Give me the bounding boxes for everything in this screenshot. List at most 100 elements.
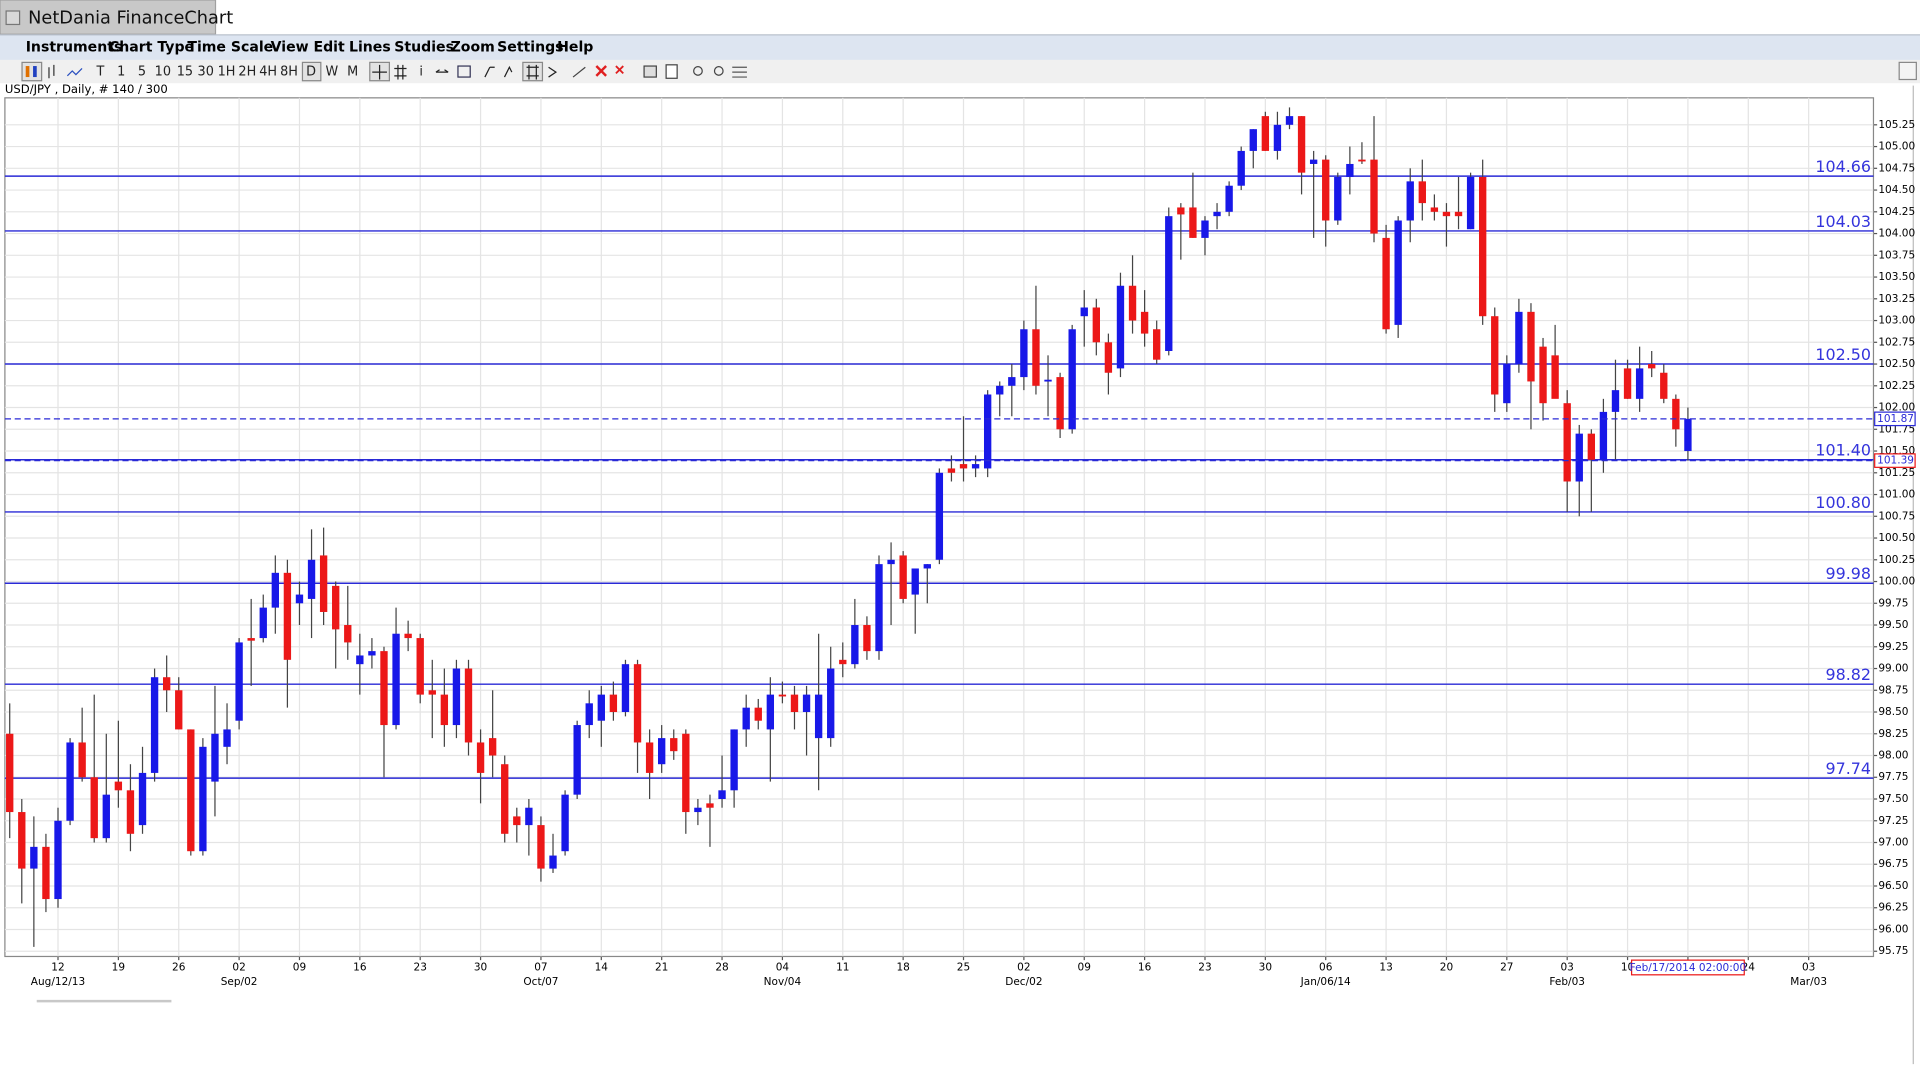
candle-body — [1539, 346, 1547, 404]
y-tick-label: 101.25 — [1878, 467, 1915, 479]
toolbar-button[interactable]: 1 — [117, 65, 125, 80]
toolbar-button[interactable]: 10 — [155, 65, 171, 80]
tool-icon[interactable] — [372, 64, 387, 80]
tool-pressed[interactable] — [21, 61, 43, 82]
menu-item[interactable]: Time Scale — [187, 40, 273, 56]
candle-body — [1660, 372, 1668, 399]
tool-icon[interactable] — [66, 68, 83, 77]
toolbar-button[interactable]: D — [306, 65, 316, 80]
x-tick-label: 09 — [1078, 961, 1091, 973]
candle-body — [1394, 220, 1402, 325]
tool-icon[interactable] — [394, 64, 407, 80]
toolbar-button[interactable]: 2H — [238, 65, 256, 80]
title-tab — [0, 0, 217, 35]
candle-body — [778, 694, 787, 697]
menu-item[interactable]: Zoom — [451, 40, 495, 56]
x-tick-label: 07 — [534, 961, 547, 973]
tool-pressed[interactable] — [301, 61, 322, 82]
y-tick-label: 104.00 — [1878, 228, 1915, 240]
candle-body — [1297, 116, 1306, 173]
candle-body — [1418, 181, 1426, 204]
menu-item[interactable]: Chart Type — [109, 40, 194, 56]
candle-body — [1177, 207, 1185, 215]
candle-body — [319, 555, 328, 612]
x-tick-label: 10 — [1621, 961, 1634, 973]
menu-item[interactable]: View — [271, 40, 309, 56]
y-tick-label: 104.75 — [1878, 162, 1915, 174]
toolbar-button[interactable]: 8H — [280, 65, 298, 80]
candle-body — [368, 651, 376, 656]
toolbar-button[interactable]: 5 — [138, 65, 146, 80]
panel-button[interactable] — [1898, 61, 1917, 81]
toolbar-button[interactable]: 30 — [198, 65, 214, 80]
y-tick-label: 96.75 — [1878, 858, 1908, 870]
candle-body — [223, 729, 231, 747]
candle-body — [863, 625, 871, 652]
toolbar-button[interactable]: W — [325, 65, 338, 80]
tool-icon[interactable] — [693, 66, 703, 76]
candle-body — [1068, 329, 1076, 430]
candle-body — [187, 729, 195, 852]
x-tick-label: 03 — [1802, 961, 1815, 973]
candle-body — [609, 694, 618, 713]
y-tick-label: 99.75 — [1878, 597, 1908, 609]
x-tick-label: 19 — [112, 961, 125, 973]
candle-body — [1309, 159, 1318, 164]
candle-body — [42, 846, 50, 900]
candle-body — [428, 690, 436, 695]
menu-item[interactable]: Edit — [313, 40, 345, 56]
x-tick-label: 16 — [1138, 961, 1152, 973]
tool-icon[interactable] — [548, 66, 558, 78]
x-tick-label: 04 — [776, 961, 790, 973]
y-tick-label: 100.25 — [1878, 554, 1915, 566]
menu-item[interactable]: Lines — [349, 40, 391, 56]
candle-body — [1128, 285, 1137, 321]
tool-icon[interactable]: i — [419, 65, 423, 80]
tool-icon[interactable] — [713, 66, 724, 76]
tool-icon[interactable] — [595, 65, 607, 77]
candle-body — [1442, 211, 1451, 217]
tool-icon[interactable] — [435, 69, 449, 73]
menu-item[interactable]: Help — [557, 40, 593, 56]
candle-body — [1008, 377, 1016, 386]
x-tick-label: 03 — [1560, 961, 1573, 973]
tool-pressed[interactable] — [522, 61, 544, 82]
candle-body — [452, 668, 461, 726]
menu-item[interactable]: Studies — [394, 40, 454, 56]
candle-body — [742, 707, 750, 730]
tool-icon[interactable] — [48, 64, 55, 79]
y-tick-label: 104.50 — [1878, 184, 1915, 196]
candle-body — [90, 777, 98, 839]
tool-icon[interactable] — [665, 64, 678, 79]
tool-icon[interactable] — [732, 66, 747, 78]
candle-body — [573, 725, 581, 795]
toolbar-button[interactable]: 1H — [218, 65, 236, 80]
grid — [4, 97, 1874, 957]
level-label: 100.80 — [1815, 493, 1871, 512]
candle-body — [839, 659, 847, 665]
candle-body — [875, 564, 883, 652]
tool-icon[interactable] — [457, 65, 471, 78]
tool-icon[interactable] — [484, 65, 513, 78]
tool-icon[interactable] — [572, 66, 586, 78]
candle-body — [1358, 159, 1366, 162]
y-tick-label: 99.50 — [1878, 619, 1908, 631]
candle-body — [1551, 355, 1559, 399]
candle-body — [1261, 116, 1270, 151]
x-tick-label: 26 — [172, 961, 186, 973]
tool-icon[interactable] — [526, 64, 539, 80]
tool-icon[interactable] — [643, 65, 657, 78]
x-tick-label: 27 — [1500, 961, 1513, 973]
menu-item[interactable]: Instruments — [26, 40, 123, 56]
toolbar-button[interactable]: M — [347, 65, 358, 80]
candle-body — [1044, 379, 1052, 382]
candle-body — [814, 694, 823, 739]
tool-icon[interactable] — [615, 65, 624, 75]
candle-body — [175, 690, 183, 730]
menu-item[interactable]: Settings — [497, 40, 563, 56]
y-tick-label: 102.50 — [1878, 358, 1915, 370]
toolbar-button[interactable]: 15 — [177, 65, 193, 80]
toolbar-button[interactable]: T — [95, 65, 104, 80]
toolbar-button[interactable]: 4H — [259, 65, 277, 80]
